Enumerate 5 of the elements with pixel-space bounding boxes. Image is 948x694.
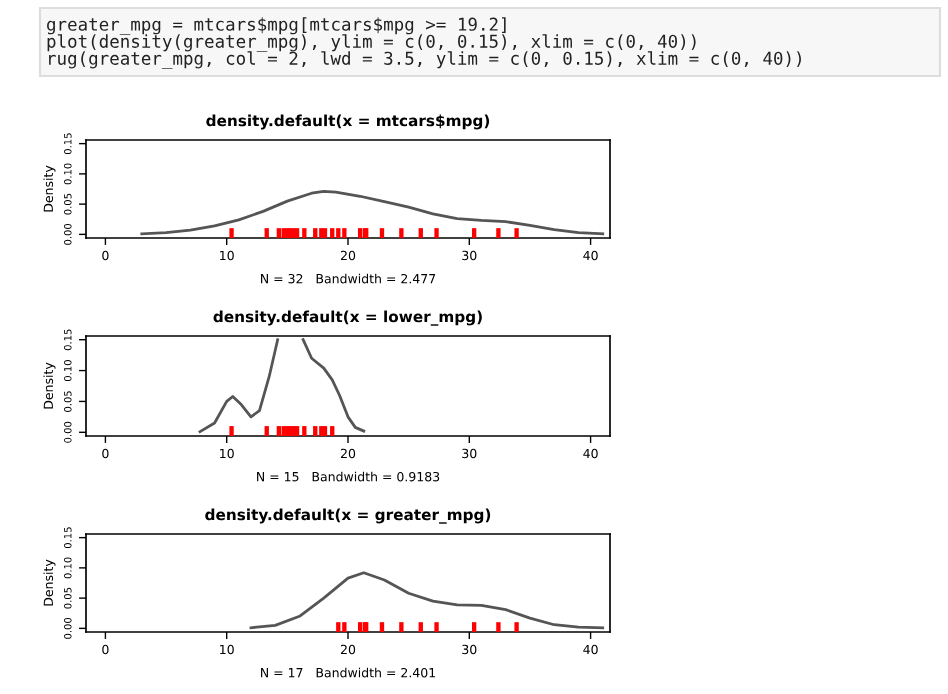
line-series — [249, 571, 605, 630]
text: rug(greater_mpg, col = 2, lwd = 3.5, ylim = c(0, 0.15), xlim = c(0, 40)) — [49, 51, 801, 69]
line-series — [140, 190, 605, 236]
text: plot(density(greater_mpg), ylim = c(0, 0.15), xlim = c(0, 40)) — [47, 34, 696, 52]
text: greater_mpg = mtcars$mpg[mtcars$mpg >= 19.2] — [47, 17, 506, 35]
